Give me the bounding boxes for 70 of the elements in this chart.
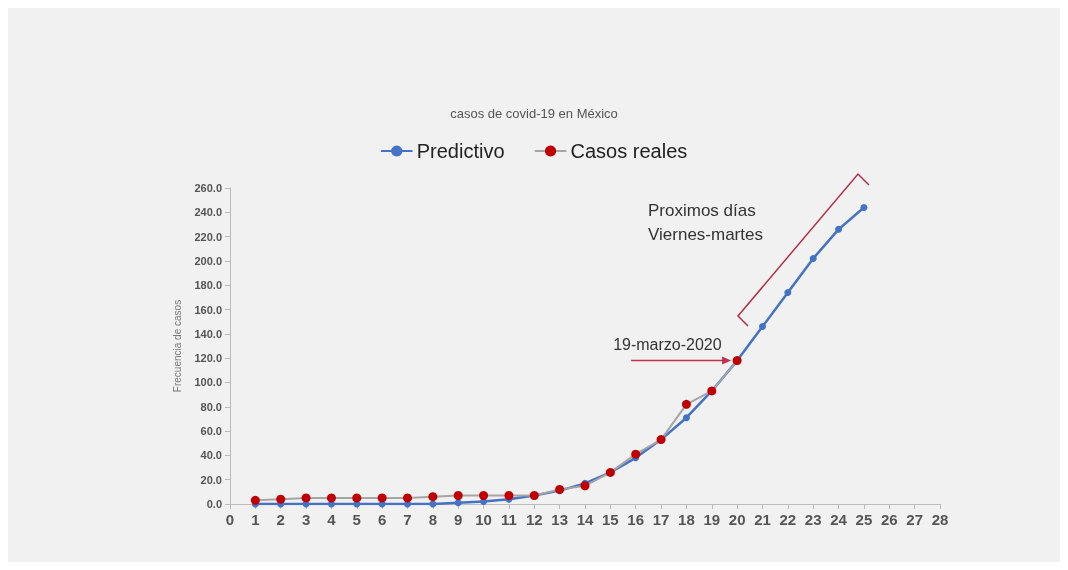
point xyxy=(428,492,438,502)
point xyxy=(631,449,641,459)
y-tick-label: 100.0 xyxy=(194,376,222,389)
annotation: Proximos días Viernes-martes xyxy=(648,200,763,244)
x-tick-label: 12 xyxy=(525,511,543,528)
point xyxy=(377,493,387,503)
x-tick-label: 11 xyxy=(501,511,517,528)
point xyxy=(860,203,868,211)
point xyxy=(403,493,412,503)
point xyxy=(276,494,286,504)
point xyxy=(759,323,766,331)
x-tick-label: 22 xyxy=(779,511,797,528)
point xyxy=(326,493,336,503)
x-tick-label: 25 xyxy=(855,511,873,528)
x-tick-label: 14 xyxy=(576,511,594,528)
y-tick-label: 200.0 xyxy=(194,254,222,267)
x-tick-label: 2 xyxy=(276,511,285,528)
x-tick-label: 3 xyxy=(301,511,311,528)
y-tick-label: 20.0 xyxy=(200,473,222,486)
point xyxy=(301,493,311,503)
chart-title: casos de covid-19 en México xyxy=(450,106,618,121)
point xyxy=(250,495,260,505)
x-tick-label: 27 xyxy=(906,511,923,528)
y-tick-label: 260.0 xyxy=(194,182,222,194)
y-tick-label: 220.0 xyxy=(194,230,222,243)
y-tick-label: 160.0 xyxy=(194,303,222,316)
x-tick-label: 6 xyxy=(377,511,387,528)
y-tick-label: 40.0 xyxy=(200,449,222,462)
x-tick-label: 23 xyxy=(804,511,822,528)
x-tick-label: 18 xyxy=(678,511,695,528)
y-tick-label: 180.0 xyxy=(194,279,222,292)
x-tick-label: 9 xyxy=(454,511,463,528)
point xyxy=(580,481,590,491)
y-tick-label: 60.0 xyxy=(200,425,222,438)
x-tick-label: 15 xyxy=(602,511,619,528)
x-tick-label: 4 xyxy=(327,511,337,528)
x-tick-label: 16 xyxy=(627,511,645,528)
x-tick-label: 28 xyxy=(931,511,949,528)
legend-label: Predictivo xyxy=(416,140,505,162)
y-axis-title: Frecuencia de casos xyxy=(171,299,183,393)
y-tick-label: 120.0 xyxy=(194,352,222,365)
annotation: 19-marzo-2020 xyxy=(613,336,722,354)
x-tick-label: 7 xyxy=(403,511,412,528)
point xyxy=(681,399,691,409)
point xyxy=(453,490,463,500)
y-tick-label: 140.0 xyxy=(194,327,222,340)
point xyxy=(504,490,514,500)
x-tick-label: 5 xyxy=(352,511,361,528)
x-tick-label: 0 xyxy=(225,511,235,528)
point xyxy=(835,225,843,233)
x-tick-label: 10 xyxy=(475,511,492,528)
point xyxy=(454,499,462,507)
point xyxy=(809,254,817,262)
x-tick-label: 19 xyxy=(703,511,721,528)
point xyxy=(682,414,690,422)
x-tick-label: 21 xyxy=(754,511,771,528)
x-tick-label: 20 xyxy=(728,511,746,528)
x-tick-label: 26 xyxy=(880,511,898,528)
y-tick-label: 240.0 xyxy=(194,206,222,219)
y-tick-label: 0.0 xyxy=(206,498,222,510)
x-tick-label: 17 xyxy=(652,511,670,528)
point xyxy=(784,289,792,297)
x-tick-label: 13 xyxy=(551,511,568,528)
x-tick-label: 1 xyxy=(251,511,260,528)
legend-label: Casos reales xyxy=(570,140,688,162)
x-tick-label: 24 xyxy=(830,511,848,528)
y-tick-label: 80.0 xyxy=(200,400,222,413)
point xyxy=(352,493,362,503)
point xyxy=(479,490,489,500)
x-tick-label: 8 xyxy=(428,511,438,528)
